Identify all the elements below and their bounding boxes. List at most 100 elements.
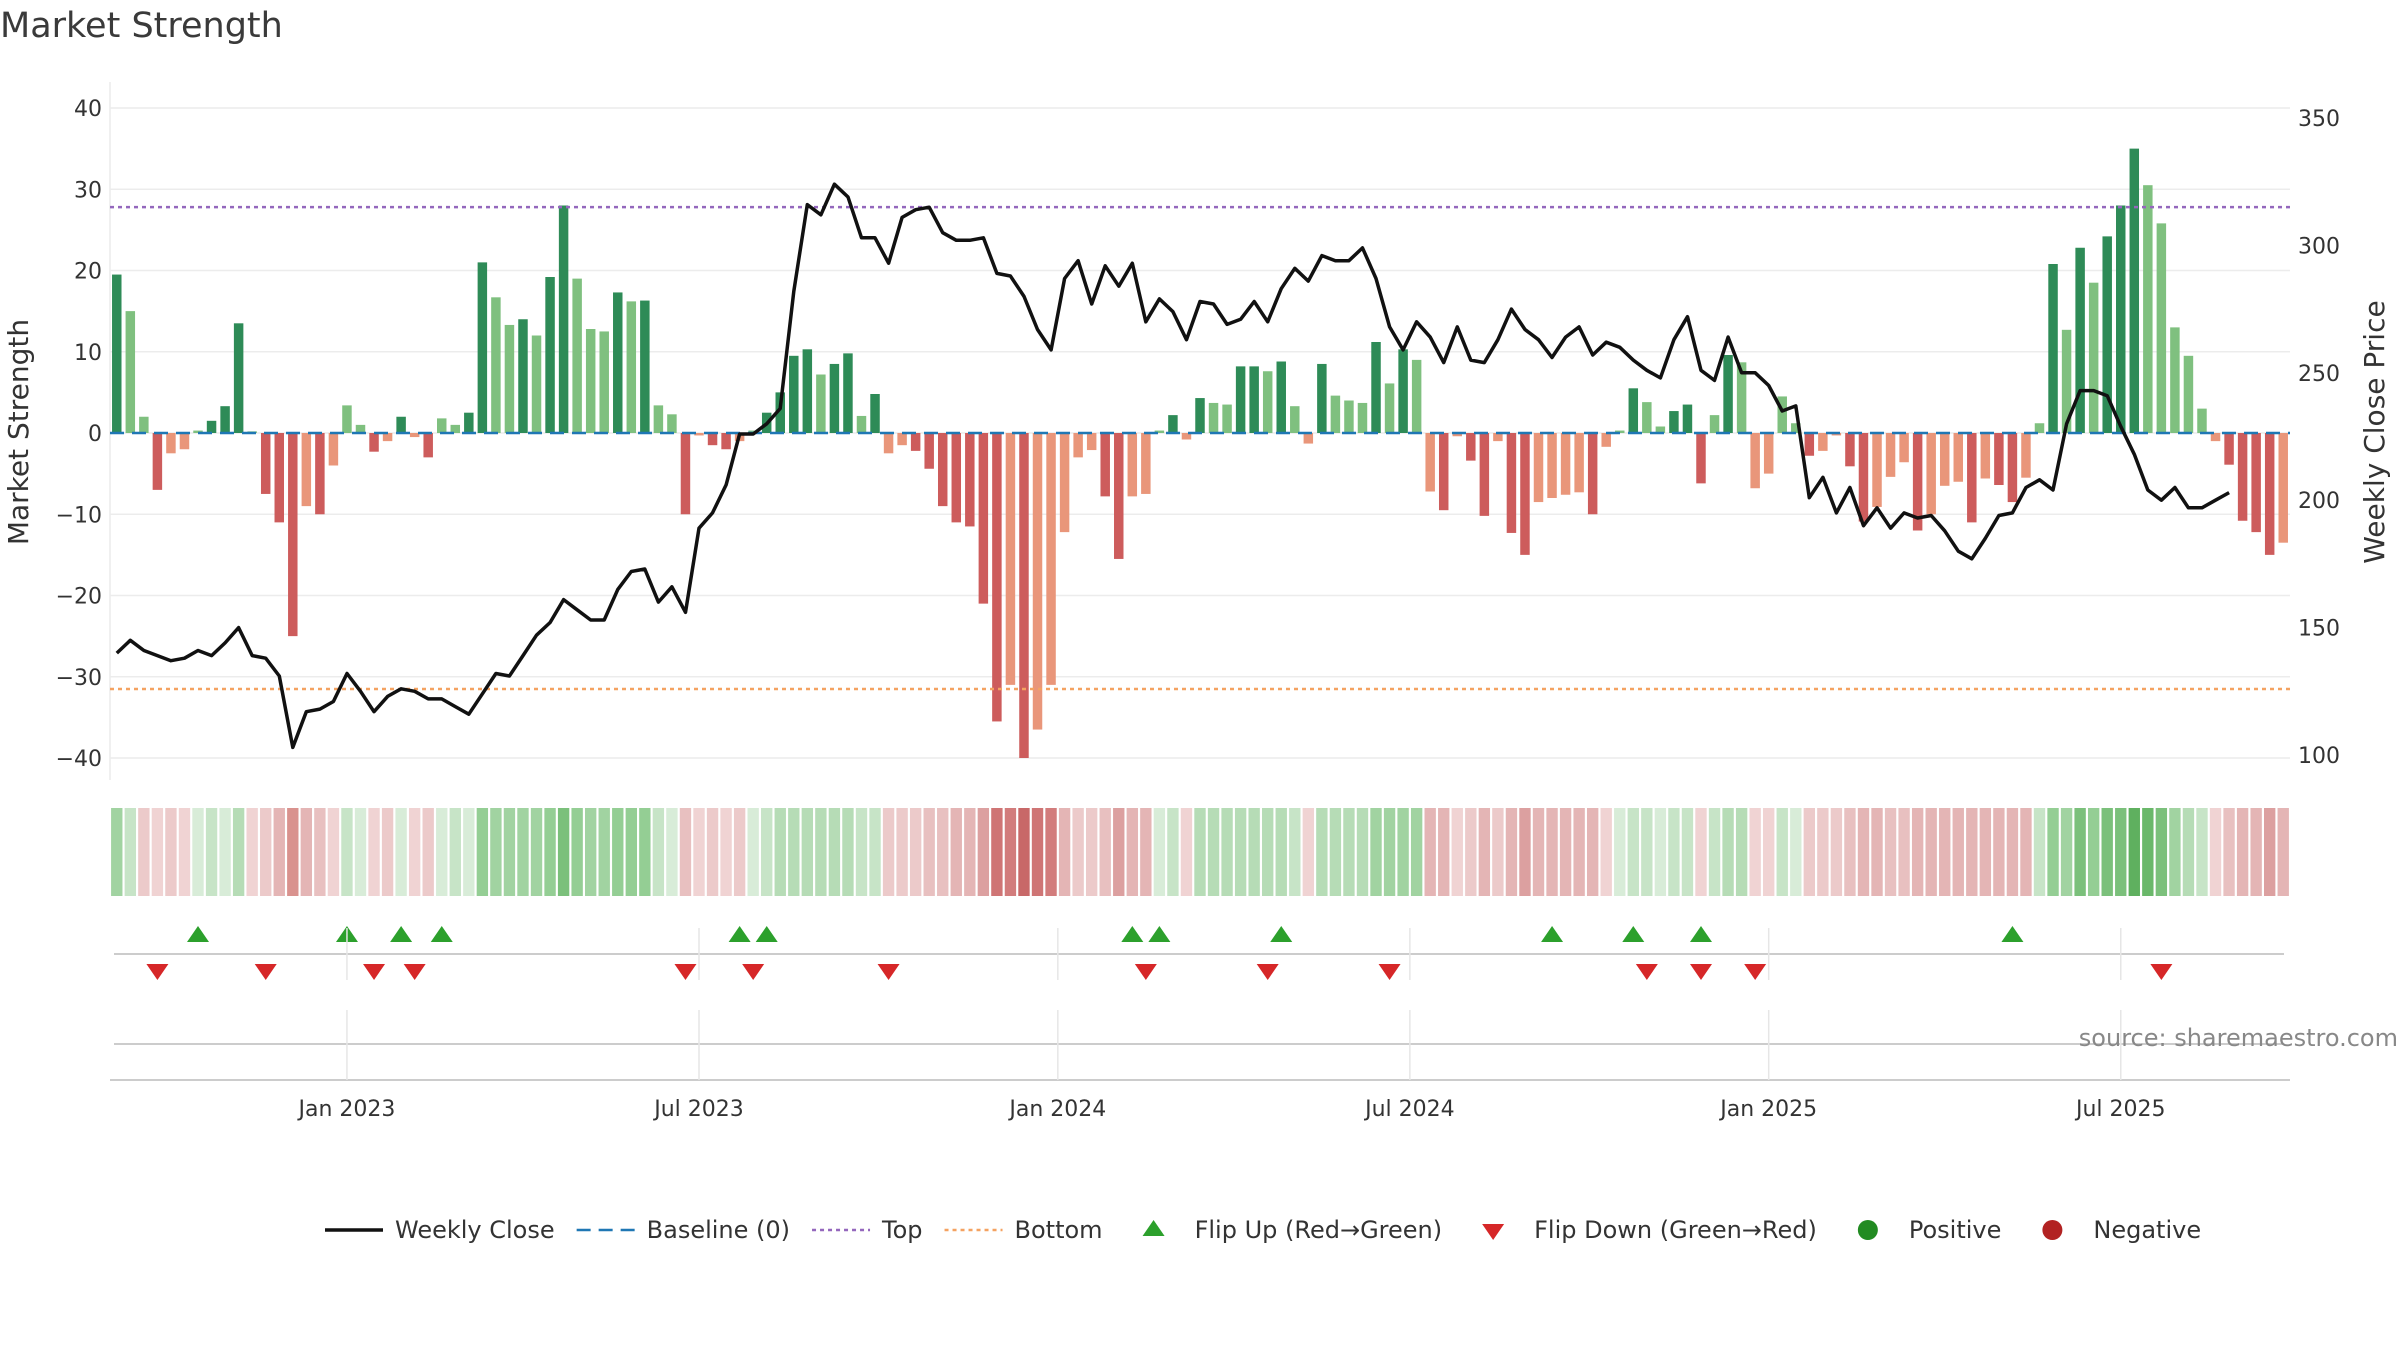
heat-cell bbox=[1681, 808, 1694, 896]
heat-cell bbox=[1248, 808, 1260, 896]
x-tick-label: Jan 2025 bbox=[1718, 1097, 1817, 1122]
strength-bar bbox=[1845, 433, 1855, 467]
reference-lines bbox=[110, 205, 2290, 691]
heat-cell bbox=[1221, 808, 1233, 896]
strength-bar bbox=[315, 433, 325, 515]
flip-up-marker bbox=[1541, 926, 1564, 942]
heat-cell bbox=[341, 808, 353, 896]
strength-bar bbox=[1114, 433, 1124, 559]
strength-bar bbox=[680, 433, 691, 515]
y2-tick-label: 250 bbox=[2298, 362, 2340, 387]
heat-cell bbox=[896, 808, 908, 896]
strength-bar bbox=[1547, 433, 1557, 498]
heat-cell bbox=[1654, 808, 1667, 896]
heat-cell bbox=[1844, 808, 1856, 896]
y-tick-label: −30 bbox=[56, 666, 102, 691]
strength-bar bbox=[1452, 433, 1463, 437]
strength-bar bbox=[1019, 433, 1029, 758]
heat-cell bbox=[1776, 808, 1788, 896]
heat-cell bbox=[937, 808, 949, 896]
weekly-close-line bbox=[115, 182, 2230, 750]
strength-bar bbox=[640, 300, 650, 433]
heat-cell bbox=[1072, 808, 1084, 896]
flip-down-marker bbox=[2150, 964, 2173, 980]
strength-bar bbox=[1750, 433, 1760, 489]
heat-cell bbox=[1763, 808, 1775, 896]
heat-cell bbox=[788, 808, 800, 896]
flip-down-marker bbox=[877, 964, 900, 980]
heat-cell bbox=[1979, 808, 1992, 896]
chart-title: Market Strength bbox=[0, 6, 283, 46]
strength-bar bbox=[1195, 398, 1205, 433]
heat-cell bbox=[2020, 808, 2032, 896]
strength-bar bbox=[721, 433, 731, 450]
heat-cell bbox=[260, 808, 272, 896]
legend-item: Top bbox=[812, 1216, 923, 1244]
heat-cell bbox=[1817, 808, 1829, 896]
heat-cell bbox=[1884, 808, 1897, 896]
strength-bar bbox=[2129, 148, 2140, 433]
y-tick-label: −20 bbox=[56, 585, 102, 610]
flip-down-marker bbox=[674, 964, 697, 980]
heat-cell bbox=[1911, 808, 1924, 896]
strength-bar bbox=[1682, 404, 1693, 433]
flip-up-marker bbox=[187, 926, 210, 942]
heat-cell bbox=[2236, 808, 2249, 896]
heat-cell bbox=[923, 808, 935, 896]
y-tick-label: −10 bbox=[56, 503, 102, 528]
strength-bar bbox=[802, 349, 813, 433]
strength-bar bbox=[1858, 433, 1869, 522]
x-tick-label: Jul 2024 bbox=[1363, 1097, 1455, 1122]
heat-cell bbox=[2250, 808, 2262, 896]
legend: Weekly Close Baseline (0) Top Bottom Flip Up… bbox=[325, 1216, 2201, 1244]
strength-bar bbox=[1587, 433, 1598, 515]
strength-bar bbox=[2143, 185, 2153, 433]
flip-up-marker bbox=[755, 926, 778, 942]
strength-bar bbox=[504, 324, 515, 433]
heat-cell bbox=[1790, 808, 1802, 896]
strength-bar bbox=[328, 433, 339, 466]
heat-cell bbox=[1045, 808, 1057, 896]
heat-cell bbox=[639, 808, 651, 896]
strength-bar bbox=[125, 311, 136, 433]
heat-cell bbox=[1370, 808, 1382, 896]
legend-swatch-flip-up bbox=[1142, 1220, 1165, 1236]
strength-bar bbox=[518, 319, 528, 433]
strength-bar bbox=[2197, 408, 2207, 433]
heat-cell bbox=[733, 808, 746, 896]
heat-cell bbox=[1410, 808, 1423, 896]
strength-bar bbox=[1669, 411, 1679, 433]
strength-bar bbox=[1872, 433, 1882, 507]
heat-cell bbox=[2074, 808, 2086, 896]
heat-cell bbox=[327, 808, 340, 896]
heat-cell bbox=[314, 808, 326, 896]
flip-up-marker bbox=[1148, 926, 1171, 942]
heat-cell bbox=[1234, 808, 1247, 896]
strength-bar bbox=[2264, 433, 2275, 555]
heat-cell bbox=[1600, 808, 1612, 896]
strength-bar bbox=[545, 277, 555, 433]
y-tick-label: 20 bbox=[74, 260, 102, 285]
heat-cell bbox=[774, 808, 786, 896]
heat-cell bbox=[422, 808, 434, 896]
heat-cell bbox=[2128, 808, 2140, 896]
heat-cell bbox=[693, 808, 705, 896]
strength-bar bbox=[1005, 433, 1016, 685]
heat-cell bbox=[1356, 808, 1369, 896]
strength-bar bbox=[1601, 433, 1611, 447]
strength-bar bbox=[1466, 433, 1476, 461]
strength-bar bbox=[139, 416, 149, 433]
strength-bar bbox=[2224, 433, 2234, 465]
heat-cell bbox=[1397, 808, 1409, 896]
heat-cell bbox=[1465, 808, 1477, 896]
heat-cell bbox=[1695, 808, 1707, 896]
heat-cell bbox=[151, 808, 164, 896]
strength-bar bbox=[626, 301, 637, 433]
heat-cell bbox=[287, 808, 299, 896]
heat-cell bbox=[1871, 808, 1883, 896]
flip-up-marker bbox=[430, 926, 453, 942]
x-tick-label: Jul 2023 bbox=[652, 1097, 744, 1122]
strength-bar bbox=[1939, 433, 1950, 486]
heat-cell bbox=[2264, 808, 2276, 896]
heat-cell bbox=[2182, 808, 2195, 896]
